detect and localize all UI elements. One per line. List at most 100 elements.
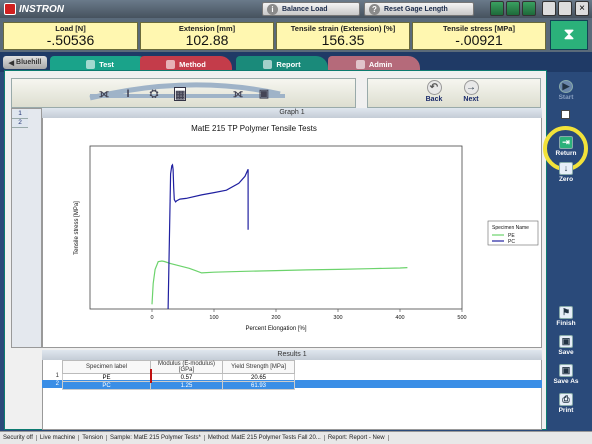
readout-value: 102.88 [185, 32, 229, 48]
save-as-label: Save As [553, 378, 579, 385]
workflow-arrow [89, 82, 285, 101]
back-button[interactable]: ↶ Back [418, 80, 450, 108]
help-icon: ? [369, 3, 380, 15]
lock-icon[interactable] [558, 1, 572, 16]
status-method: Method: MatE 215 Polymer Tests Fall 20..… [205, 435, 325, 441]
panel-icon[interactable] [542, 1, 556, 16]
close-icon[interactable]: × [575, 1, 589, 16]
tab-method[interactable]: Method [140, 56, 232, 72]
print-label: Print [558, 407, 574, 414]
cell-yield: 61.93 [222, 381, 295, 390]
y-axis-label: Tensile stress [MPa] [74, 201, 80, 255]
finish-button[interactable]: ⚑ Finish [551, 306, 581, 327]
print-button[interactable]: ⎙ Print [551, 393, 581, 414]
bluehill-button[interactable]: ◀ Bluehill [3, 56, 47, 69]
step-fixture-icon[interactable]: ⛭ [149, 88, 159, 100]
readout-value: -.00921 [455, 32, 503, 48]
readout-strain[interactable]: Tensile strain (Extension) [%] 156.35 [276, 22, 410, 50]
bluehill-label: Bluehill [16, 59, 42, 66]
readout-value: -.50536 [46, 32, 95, 48]
frame-icon[interactable] [506, 1, 520, 16]
row-number: 2 [55, 381, 59, 387]
specimen-row[interactable]: 1 [12, 110, 28, 119]
specimen-icon[interactable]: ⧗ [550, 20, 588, 50]
x-tick-label: 300 [333, 315, 342, 321]
reset-gage-length-button[interactable]: ? Reset Gage Length [364, 2, 474, 16]
stop-toggle[interactable] [561, 110, 570, 119]
tab-report-label: Report [276, 59, 301, 69]
test-icon [86, 59, 96, 69]
machine-icon[interactable] [490, 1, 504, 16]
tab-admin-label: Admin [368, 59, 393, 69]
x-tick-label: 400 [395, 315, 404, 321]
readout-extension[interactable]: Extension [mm] 102.88 [140, 22, 274, 50]
x-tick-label: 500 [457, 315, 466, 321]
readout-label: Tensile stress [MPa] [443, 24, 515, 33]
x-axis-label: Percent Elongation [%] [245, 326, 306, 332]
specimen-list [11, 108, 42, 348]
graph-header: Graph 1 [42, 108, 542, 118]
status-bar: Security off Live machine Tension Sample… [0, 431, 592, 444]
fixture-icon[interactable] [522, 1, 536, 16]
tab-admin[interactable]: Admin [328, 56, 420, 72]
finish-icon: ⚑ [559, 306, 573, 319]
legend-label-pe: PE [508, 233, 515, 239]
balance-load-label: Balance Load [282, 5, 328, 13]
status-sample: Sample: MatE 215 Polymer Tests* [107, 435, 205, 441]
step-end-icon[interactable]: ⟗ [233, 88, 243, 100]
next-icon: → [463, 80, 479, 95]
tab-report[interactable]: Report [236, 56, 328, 72]
column-marker [150, 369, 152, 383]
results-table[interactable]: Specimen label Modulus (E-modulus) [GPa]… [62, 360, 295, 390]
tab-method-label: Method [179, 59, 206, 69]
finish-label: Finish [556, 320, 576, 327]
report-icon [263, 59, 273, 69]
step-specimen-icon[interactable]: ⟗ [99, 88, 109, 100]
chart-title: MatE 215 TP Polymer Tensile Tests [191, 124, 317, 133]
info-icon: i [267, 3, 278, 15]
status-machine: Live machine [37, 435, 80, 441]
cell-modulus: 1.25 [150, 381, 223, 390]
step-setup-icon[interactable]: I [126, 88, 130, 100]
status-mode: Tension [79, 435, 107, 441]
start-label: Start [558, 94, 574, 101]
legend-title: Specimen Name [492, 225, 529, 231]
column-header[interactable]: Specimen label [62, 360, 151, 374]
save-label: Save [558, 349, 574, 356]
step-graph-icon[interactable]: ▦ [174, 87, 186, 101]
play-icon: ▶ [559, 80, 573, 93]
zero-label: Zero [558, 176, 574, 183]
cell-yield: 20.65 [222, 373, 295, 382]
start-button[interactable]: ▶ Start [551, 80, 581, 101]
status-security: Security off [0, 435, 37, 441]
specimen-row[interactable]: 2 [12, 119, 28, 128]
x-tick-label: 100 [209, 315, 218, 321]
readout-label: Extension [mm] [178, 24, 236, 33]
print-icon: ⎙ [559, 393, 573, 406]
method-icon [166, 59, 176, 69]
tensile-chart[interactable]: MatE 215 TP Polymer Tensile Tests Tensil… [42, 118, 542, 348]
navigation-panel [367, 78, 541, 108]
readout-stress[interactable]: Tensile stress [MPa] -.00921 [412, 22, 546, 50]
admin-icon [355, 59, 365, 69]
save-as-button[interactable]: ▣ Save As [548, 364, 584, 385]
back-icon: ↶ [426, 80, 442, 95]
save-as-icon: ▣ [559, 364, 573, 377]
reset-gage-label: Reset Gage Length [384, 5, 448, 13]
series-group [151, 163, 408, 310]
tab-test[interactable]: Test [50, 56, 150, 72]
readout-value: 156.35 [321, 32, 365, 48]
cell-modulus: 0.57 [150, 373, 223, 382]
readout-load[interactable]: Load [N] -.50536 [3, 22, 138, 50]
balance-load-button[interactable]: i Balance Load [262, 2, 360, 16]
series-line-pc [167, 163, 249, 310]
table-row[interactable]: PC 1.25 61.93 [62, 381, 295, 390]
save-button[interactable]: ▣ Save [551, 335, 581, 356]
table-row[interactable]: PE 0.57 20.65 [62, 373, 295, 382]
legend-label-pc: PC [508, 239, 515, 245]
column-header[interactable]: Modulus (E-modulus) [GPa] [150, 360, 223, 374]
column-header[interactable]: Yield Strength [MPa] [222, 360, 295, 374]
next-button[interactable]: → Next [455, 80, 487, 108]
zero-button[interactable]: ↓ Zero [551, 162, 581, 183]
step-save-icon[interactable]: ▣ [258, 88, 270, 100]
